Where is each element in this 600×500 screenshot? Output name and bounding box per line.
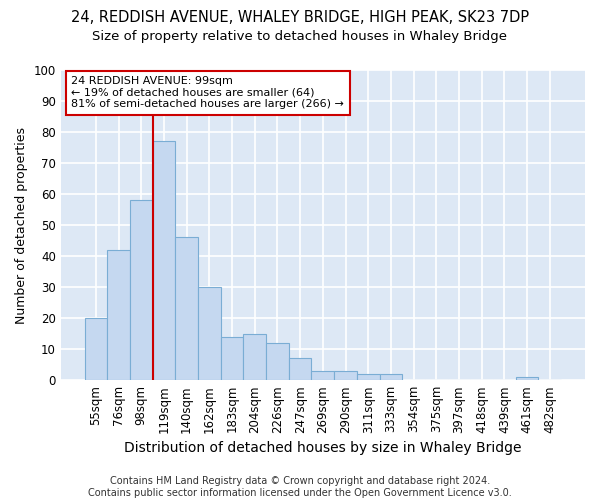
Bar <box>266 343 289 380</box>
Bar <box>175 238 198 380</box>
Bar <box>152 142 175 380</box>
X-axis label: Distribution of detached houses by size in Whaley Bridge: Distribution of detached houses by size … <box>124 441 521 455</box>
Text: 24, REDDISH AVENUE, WHALEY BRIDGE, HIGH PEAK, SK23 7DP: 24, REDDISH AVENUE, WHALEY BRIDGE, HIGH … <box>71 10 529 25</box>
Text: Contains HM Land Registry data © Crown copyright and database right 2024.
Contai: Contains HM Land Registry data © Crown c… <box>88 476 512 498</box>
Bar <box>380 374 402 380</box>
Bar <box>85 318 107 380</box>
Text: Size of property relative to detached houses in Whaley Bridge: Size of property relative to detached ho… <box>92 30 508 43</box>
Bar <box>198 287 221 380</box>
Bar <box>130 200 152 380</box>
Bar <box>357 374 380 380</box>
Y-axis label: Number of detached properties: Number of detached properties <box>15 126 28 324</box>
Bar <box>107 250 130 380</box>
Bar <box>289 358 311 380</box>
Bar <box>334 371 357 380</box>
Bar <box>221 337 244 380</box>
Text: 24 REDDISH AVENUE: 99sqm
← 19% of detached houses are smaller (64)
81% of semi-d: 24 REDDISH AVENUE: 99sqm ← 19% of detach… <box>71 76 344 110</box>
Bar <box>516 377 538 380</box>
Bar <box>244 334 266 380</box>
Bar <box>311 371 334 380</box>
